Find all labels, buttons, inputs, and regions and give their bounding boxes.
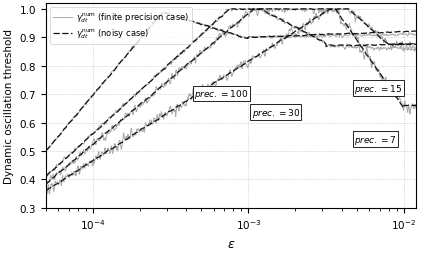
$\gamma_{dt}^{\mathrm{num}}$ (noisy case) [414,30,419,34]
Text: $prec.=100$: $prec.=100$ [195,88,249,101]
Line: $\gamma_{dt}^{\mathrm{num}}$ (finite precision case): $\gamma_{dt}^{\mathrm{num}}$ (finite pre… [46,13,416,151]
$\gamma_{dt}^{\mathrm{num}}$ (finite precision case) [363,34,368,37]
$\gamma_{dt}^{\mathrm{num}}$ (finite precision case) [280,36,285,39]
$\gamma_{dt}^{\mathrm{num}}$ (noisy case) [66,123,71,126]
$\gamma_{dt}^{\mathrm{num}}$ (noisy case) [268,36,273,39]
Text: $prec.=15$: $prec.=15$ [354,82,403,95]
$\gamma_{dt}^{\mathrm{num}}$ (finite precision case) [67,122,72,125]
$\gamma_{dt}^{\mathrm{num}}$ (finite precision case) [414,33,419,36]
$\gamma_{dt}^{\mathrm{num}}$ (finite precision case) [325,35,330,38]
$\gamma_{dt}^{\mathrm{num}}$ (noisy case) [362,33,368,36]
$\gamma_{dt}^{\mathrm{num}}$ (finite precision case) [269,36,274,39]
X-axis label: $\epsilon$: $\epsilon$ [227,237,235,250]
$\gamma_{dt}^{\mathrm{num}}$ (finite precision case) [161,11,166,14]
$\gamma_{dt}^{\mathrm{num}}$ (noisy case) [43,149,49,152]
Line: $\gamma_{dt}^{\mathrm{num}}$ (noisy case): $\gamma_{dt}^{\mathrm{num}}$ (noisy case… [46,13,416,151]
Y-axis label: Dynamic oscillation threshold: Dynamic oscillation threshold [4,29,14,183]
Text: $prec.=30$: $prec.=30$ [252,106,300,119]
$\gamma_{dt}^{\mathrm{num}}$ (noisy case) [280,36,285,39]
$\gamma_{dt}^{\mathrm{num}}$ (finite precision case) [43,150,49,153]
$\gamma_{dt}^{\mathrm{num}}$ (noisy case) [160,12,165,15]
$\gamma_{dt}^{\mathrm{num}}$ (noisy case) [259,36,264,39]
$\gamma_{dt}^{\mathrm{num}}$ (finite precision case) [259,36,264,39]
Text: $prec.=7$: $prec.=7$ [354,133,397,146]
$\gamma_{dt}^{\mathrm{num}}$ (finite precision case) [44,150,49,153]
Legend: $\gamma_{dt}^{\mathrm{num}}$ (finite precision case), $\gamma_{dt}^{\mathrm{num}: $\gamma_{dt}^{\mathrm{num}}$ (finite pre… [50,8,192,44]
$\gamma_{dt}^{\mathrm{num}}$ (noisy case) [325,34,330,37]
